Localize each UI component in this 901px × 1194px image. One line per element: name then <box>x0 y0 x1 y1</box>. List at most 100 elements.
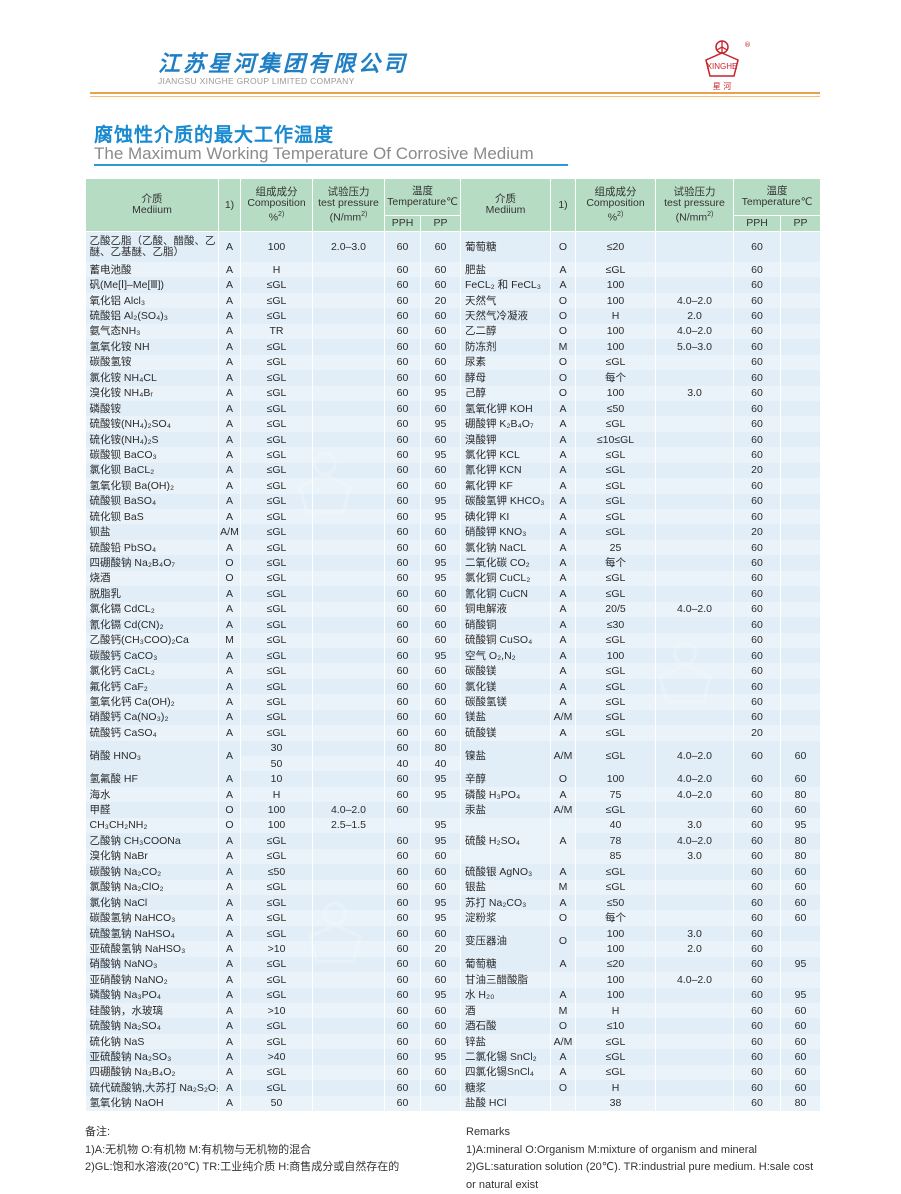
composition-right: ≤GL <box>575 447 656 463</box>
temp-pp-right: 80 <box>780 786 821 803</box>
table-row: 磷酸钠 Na₃PO₄ A ≤GL 60 95 水 H₂₀ A 100 60 95 <box>85 987 821 1003</box>
medium-name: 四硼酸钠 Na₂B₄O₂ <box>85 1064 219 1081</box>
test-pressure-right: 4.0–2.0 <box>655 292 734 309</box>
composition: H <box>240 262 313 278</box>
test-pressure <box>312 509 385 525</box>
temp-pph-right: 60 <box>733 617 781 633</box>
medium-name: CH₃CH₂NH₂ <box>85 817 219 834</box>
temp-pp: 60 <box>420 308 461 324</box>
test-pressure <box>312 879 385 895</box>
temp-pph-right: 60 <box>733 972 781 988</box>
temp-pp-right <box>780 400 821 417</box>
composition-right: 78 <box>575 833 656 849</box>
test-pressure <box>312 277 385 293</box>
temp-pp: 95 <box>420 987 461 1003</box>
temp-pph-right: 60 <box>733 447 781 463</box>
medium-name: 硅酸钠，水玻璃 <box>85 1003 219 1019</box>
medium-name-right: 水 H₂₀ <box>460 987 551 1003</box>
col-medium: 介质 Mediium <box>85 178 219 232</box>
medium-type: A <box>218 663 241 679</box>
table-row: 氯化镉 CdCL₂ A ≤GL 60 60 铜电解液 A 20/5 4.0–2.0 60 <box>85 601 821 618</box>
medium-name: 碳酸钠 Na₂CO₂ <box>85 864 219 880</box>
temp-pp: 60 <box>420 370 461 386</box>
temp-pph-right: 60 <box>733 894 781 911</box>
temp-pph: 60 <box>384 1003 421 1019</box>
medium-type-right: O <box>550 385 576 401</box>
table-row: 氧化铝 Alcl₃ A ≤GL 60 20 天然气 O 100 4.0–2.0 60 <box>85 292 821 309</box>
table-row: 乙酸钙(CH₃COO)₂Ca M ≤GL 60 60 硫酸铜 CuSO₄ A ≤GL 60 <box>85 632 821 648</box>
temp-pp-right: 60 <box>780 1003 821 1019</box>
composition: ≤GL <box>240 1064 313 1081</box>
medium-name-right: 天然气冷凝液 <box>460 308 551 324</box>
test-pressure-right <box>655 694 734 710</box>
temp-pph-right: 60 <box>733 231 781 262</box>
temp-pph-right: 60 <box>733 509 781 525</box>
composition-right: ≤10 <box>575 1018 656 1034</box>
temp-pph-right: 60 <box>733 370 781 386</box>
table-row: 氯化铵 NH₄CL A ≤GL 60 60 酵母 O 每个 60 <box>85 370 821 386</box>
temp-pph-right: 60 <box>733 323 781 340</box>
medium-type-right: A <box>550 400 576 417</box>
header-rule <box>90 92 820 94</box>
composition: >10 <box>240 941 313 957</box>
composition-right: H <box>575 1003 656 1019</box>
temp-pph-right: 60 <box>733 694 781 710</box>
test-pressure <box>312 400 385 417</box>
temp-pp-right: 95 <box>780 956 821 973</box>
temp-pph: 60 <box>384 925 421 942</box>
medium-name-right: 磷酸 H₃PO₄ <box>460 786 551 803</box>
temp-pph: 60 <box>384 524 421 540</box>
table-row: 蓄电池酸 A H 60 60 肥盐 A ≤GL 60 <box>85 262 821 278</box>
composition: ≤GL <box>240 894 313 911</box>
remarks-cn-2: 2)GL:饱和水溶液(20℃) TR:工业纯介质 H:商售成分或自然存在的 <box>85 1161 400 1173</box>
medium-name-right: 己醇 <box>460 385 551 401</box>
test-pressure-right <box>655 987 734 1003</box>
temp-pp: 95 <box>420 385 461 401</box>
medium-type: A <box>218 987 241 1003</box>
medium-type: A <box>218 910 241 926</box>
medium-name-right: 苏打 Na₂CO₃ <box>460 894 551 911</box>
medium-type-right: O <box>550 771 576 787</box>
medium-type: A <box>218 478 241 494</box>
temp-pp-right <box>780 586 821 602</box>
temp-pph-right: 60 <box>733 910 781 926</box>
composition-right: ≤GL <box>575 740 656 772</box>
temp-pph-right: 60 <box>733 833 781 849</box>
composition: ≤GL <box>240 447 313 463</box>
table-row: 溴化钠 NaBr A ≤GL 60 60 85 3.0 60 80 <box>85 848 821 865</box>
temp-pp-right: 95 <box>780 987 821 1003</box>
test-pressure-right: 3.0 <box>655 385 734 401</box>
medium-type: A <box>218 879 241 895</box>
medium-name: 氨气态NH₃ <box>85 323 219 340</box>
temp-pp: 95 <box>420 647 461 664</box>
temp-pp: 60 <box>420 478 461 494</box>
test-pressure-right <box>655 617 734 633</box>
medium-name-right: 氢氧化钾 KOH <box>460 400 551 417</box>
table-row: 烧酒 O ≤GL 60 95 氯化铜 CuCL₂ A ≤GL 60 <box>85 570 821 587</box>
temp-pp-right <box>780 231 821 262</box>
medium-name: 海水 <box>85 786 219 803</box>
temp-pph-right: 60 <box>733 478 781 494</box>
composition: ≤GL <box>240 1080 313 1096</box>
temp-pp: 60 <box>420 1033 461 1050</box>
test-pressure-right <box>655 570 734 587</box>
test-pressure <box>312 709 385 726</box>
temp-pph: 60 <box>384 786 421 803</box>
temp-pp-right <box>780 539 821 556</box>
temp-pp: 60 <box>420 524 461 540</box>
page-title-en: The Maximum Working Temperature Of Corro… <box>94 144 534 163</box>
temp-pph: 60 <box>384 292 421 309</box>
temp-pph: 60 <box>384 1033 421 1050</box>
table-row: 硫代硫酸钠,大苏打 Na₂S₂O₃ A ≤GL 60 60 糖浆 O H 60 60 <box>85 1080 821 1096</box>
test-pressure-right <box>655 370 734 386</box>
composition-right: ≤GL <box>575 416 656 432</box>
composition-right: ≤GL <box>575 879 656 895</box>
medium-type: A <box>218 539 241 556</box>
medium-name: 氢氧化钠 NaOH <box>85 1095 219 1112</box>
test-pressure <box>312 1018 385 1034</box>
medium-name: 硫代硫酸钠,大苏打 Na₂S₂O₃ <box>85 1080 219 1096</box>
test-pressure-right <box>655 539 734 556</box>
test-pressure <box>312 323 385 340</box>
temp-pph: 60 <box>384 956 421 973</box>
temp-pph: 60 <box>384 431 421 448</box>
